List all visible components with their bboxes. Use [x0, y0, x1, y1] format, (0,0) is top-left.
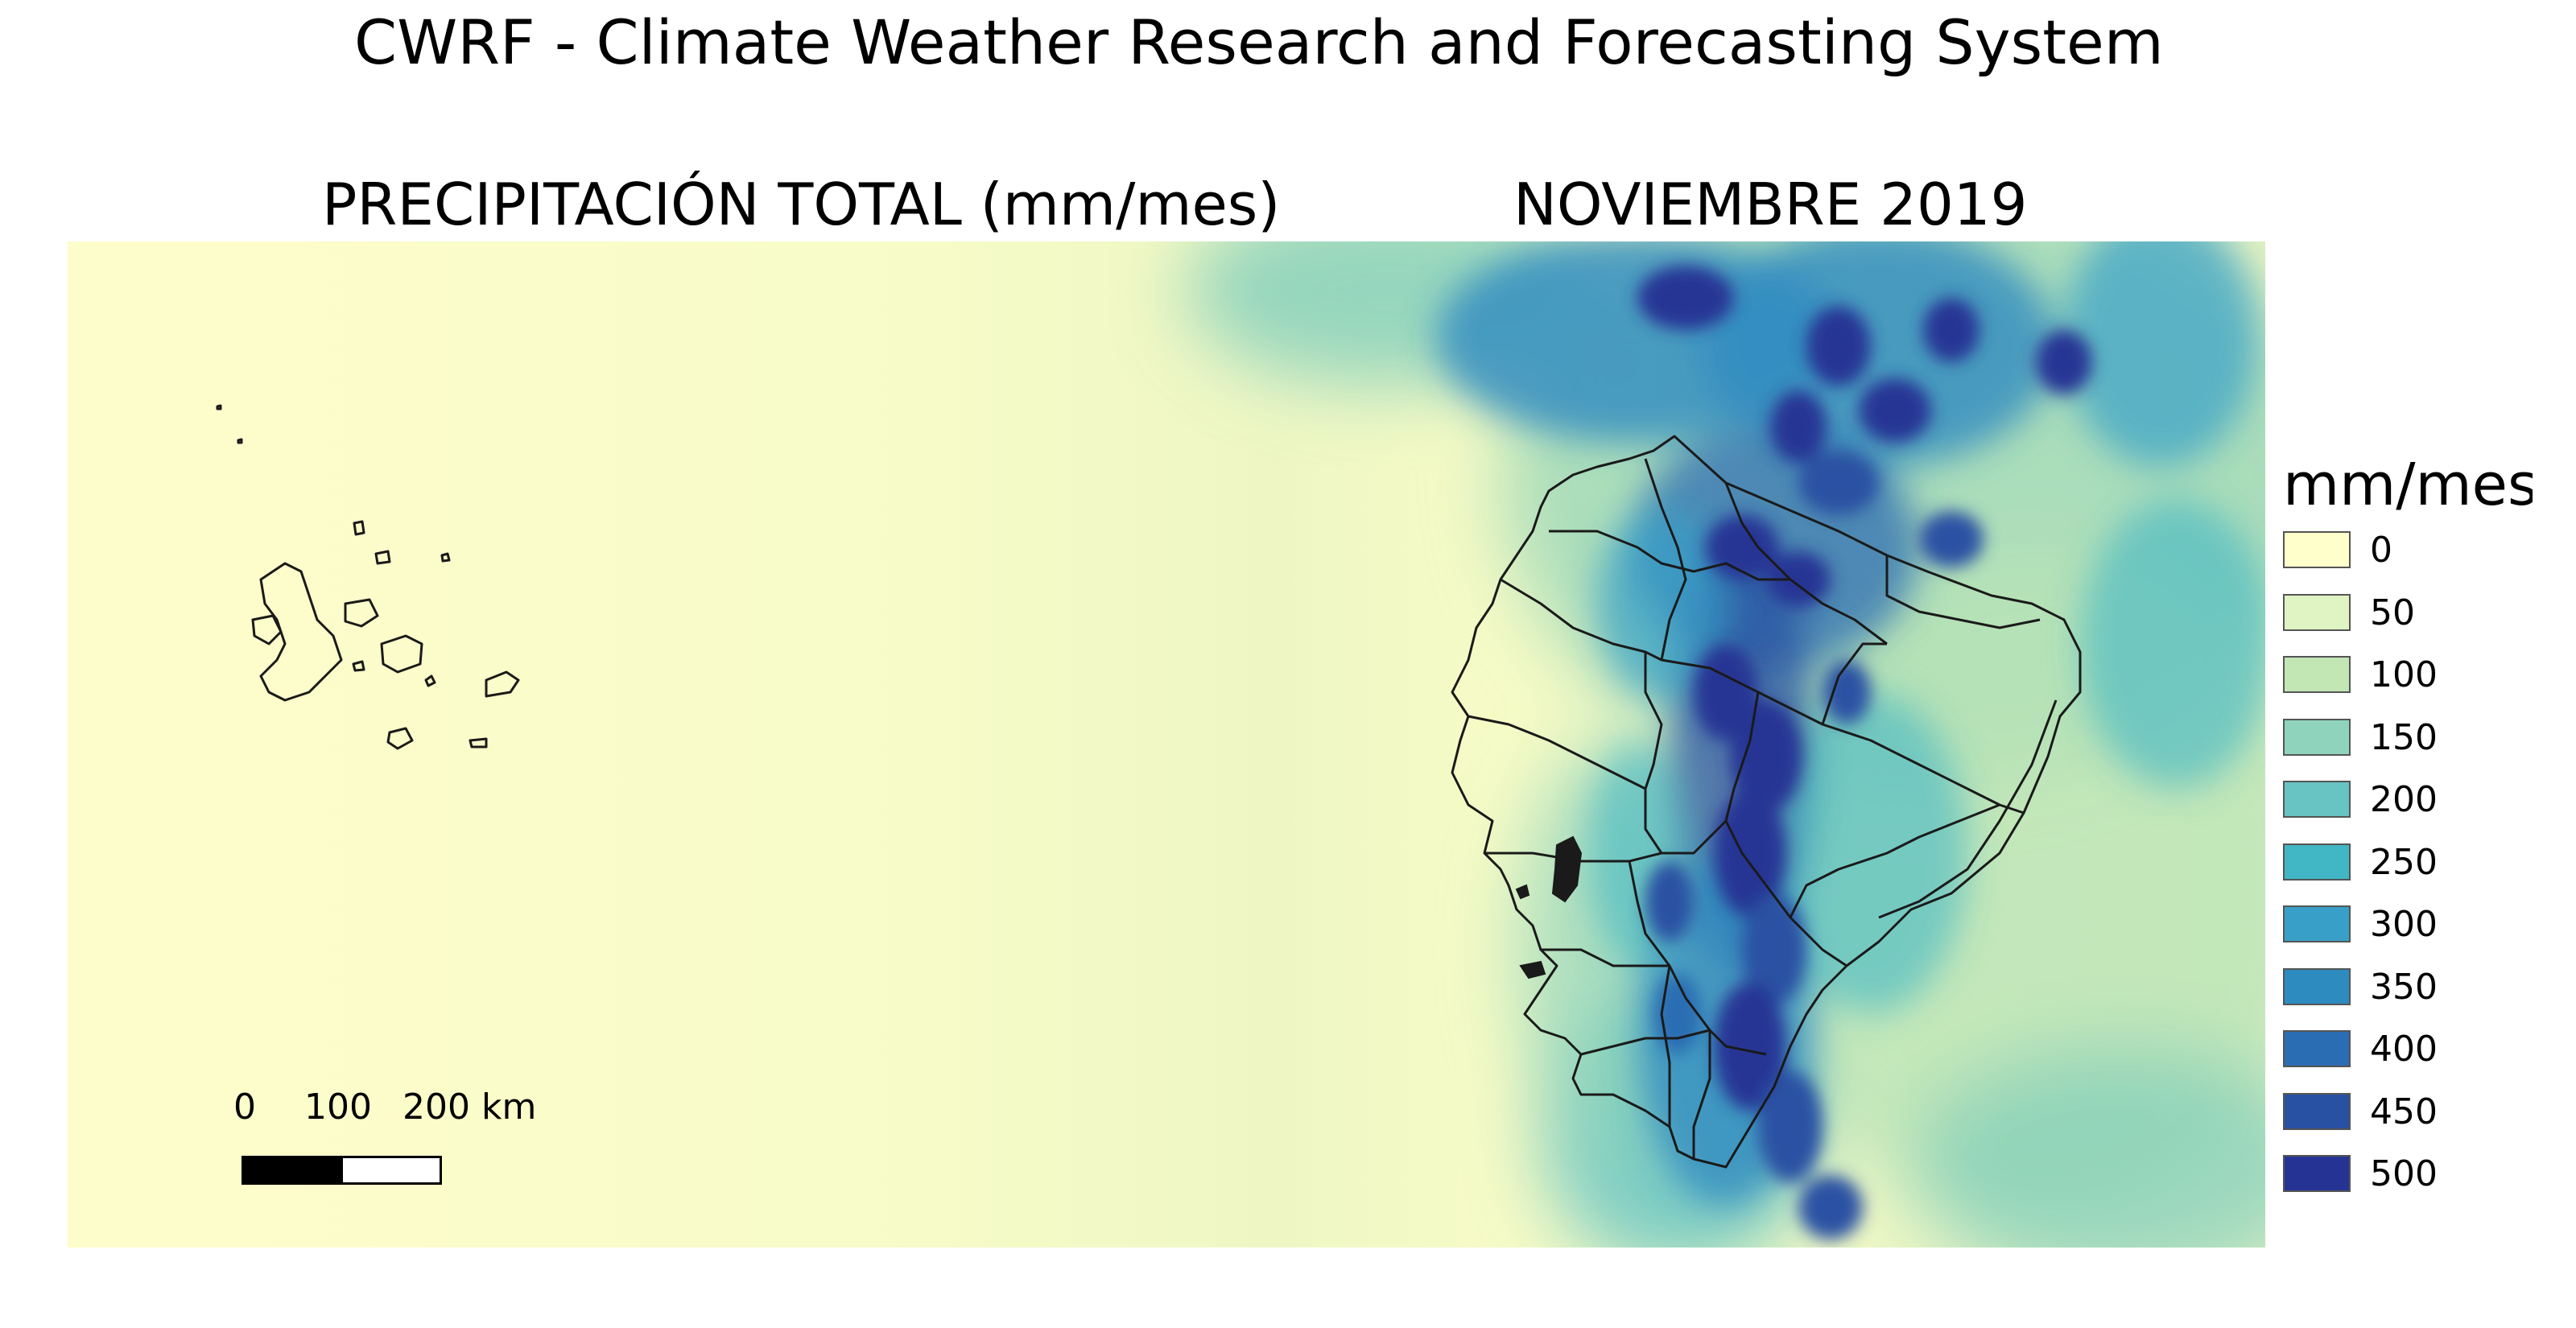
legend-label: 200 — [2370, 779, 2438, 820]
province-line — [1500, 578, 1662, 662]
galapagos-islands — [216, 404, 520, 750]
legend-item: 400 — [2283, 1030, 2524, 1070]
legend-item: 350 — [2283, 966, 2524, 1008]
province-line — [1644, 458, 1687, 661]
province-line — [1628, 860, 1767, 1056]
ecuador-outline — [1451, 435, 2082, 1169]
legend-swatch — [2283, 656, 2351, 693]
legend-label: 300 — [2370, 904, 2438, 945]
legend-swatch — [2283, 843, 2351, 881]
legend-swatch — [2283, 531, 2351, 568]
legend-label: 250 — [2370, 841, 2438, 883]
darwin-island — [216, 404, 222, 410]
legend-item: 500 — [2283, 1155, 2524, 1195]
province-line — [1660, 965, 1671, 1127]
legend-label: 450 — [2370, 1091, 2438, 1132]
province-line — [1541, 948, 1670, 967]
legend-label: 350 — [2370, 966, 2438, 1008]
legend-item: 300 — [2283, 905, 2524, 946]
fernandina-island — [251, 614, 283, 645]
province-line — [1662, 691, 1760, 855]
pinzon-island — [352, 660, 365, 672]
legend-item: 100 — [2283, 656, 2524, 696]
legend-swatch — [2283, 1155, 2351, 1192]
province-line — [1789, 803, 2000, 918]
legend-item: 250 — [2283, 843, 2524, 884]
legend-swatch — [2283, 1092, 2351, 1130]
border-line — [1878, 699, 2058, 919]
legend-item: 200 — [2283, 781, 2524, 821]
legend-swatch — [2283, 1030, 2351, 1067]
scale-segment-white — [341, 1156, 442, 1185]
legend-label: 150 — [2370, 716, 2438, 758]
scale-segment-black — [242, 1156, 343, 1185]
pinta-island — [353, 520, 365, 536]
san-cristobal-island — [485, 670, 520, 698]
marchena-island — [374, 550, 391, 565]
coastal-features — [1515, 835, 1583, 980]
legend-label: 400 — [2370, 1029, 2438, 1070]
ecuador-boundaries — [1451, 435, 2082, 1169]
map-main-title: CWRF - Climate Weather Research and Fore… — [354, 6, 2164, 78]
scale-label-200: 200 km — [402, 1087, 537, 1128]
province-line — [1724, 820, 1847, 967]
legend-item: 0 — [2283, 531, 2524, 571]
variable-title: PRECIPITACIÓN TOTAL (mm/mes) — [322, 171, 1281, 238]
province-line — [1549, 530, 1790, 581]
province-line — [1692, 1030, 1711, 1159]
legend-label: 50 — [2370, 592, 2415, 633]
province-line — [1661, 658, 2025, 815]
legend-item: 50 — [2283, 592, 2524, 634]
legend-swatch — [2283, 593, 2351, 631]
genovesa-island — [440, 552, 451, 563]
legend-swatch — [2283, 967, 2351, 1005]
santiago-island — [344, 598, 379, 628]
legend-label: 0 — [2370, 530, 2392, 571]
santa-cruz-island — [380, 634, 423, 674]
scale-label-100: 100 — [304, 1087, 372, 1128]
legend-title: mm/mes — [2283, 451, 2533, 518]
baltra-island — [424, 674, 436, 687]
period-title: NOVIEMBRE 2019 — [1513, 171, 2028, 238]
precipitation-legend: mm/mes 0 50 100 150 200 250 300 350 400 450 500 — [2283, 451, 2576, 1207]
legend-swatch — [2283, 781, 2351, 818]
province-line — [1885, 555, 2041, 629]
legend-label: 100 — [2370, 654, 2438, 695]
wolf-island — [237, 438, 243, 444]
legend-swatch — [2283, 905, 2351, 942]
province-line — [1580, 1029, 1711, 1056]
legend-item: 150 — [2283, 716, 2524, 759]
espanola-island — [469, 737, 488, 749]
province-line — [1821, 642, 1887, 725]
isabela-island — [259, 562, 343, 702]
province-line — [1484, 852, 1662, 863]
province-line — [1468, 715, 1646, 790]
province-line — [1724, 482, 1888, 645]
legend-item: 450 — [2283, 1091, 2524, 1133]
legend-swatch — [2283, 718, 2351, 756]
precipitation-map[interactable] — [68, 241, 2265, 1248]
province-line — [1644, 652, 1663, 854]
scale-bar: 0 100 200 km — [233, 1087, 572, 1199]
scale-label-0: 0 — [233, 1087, 256, 1128]
floreana-island — [386, 727, 414, 750]
legend-label: 500 — [2370, 1153, 2438, 1194]
